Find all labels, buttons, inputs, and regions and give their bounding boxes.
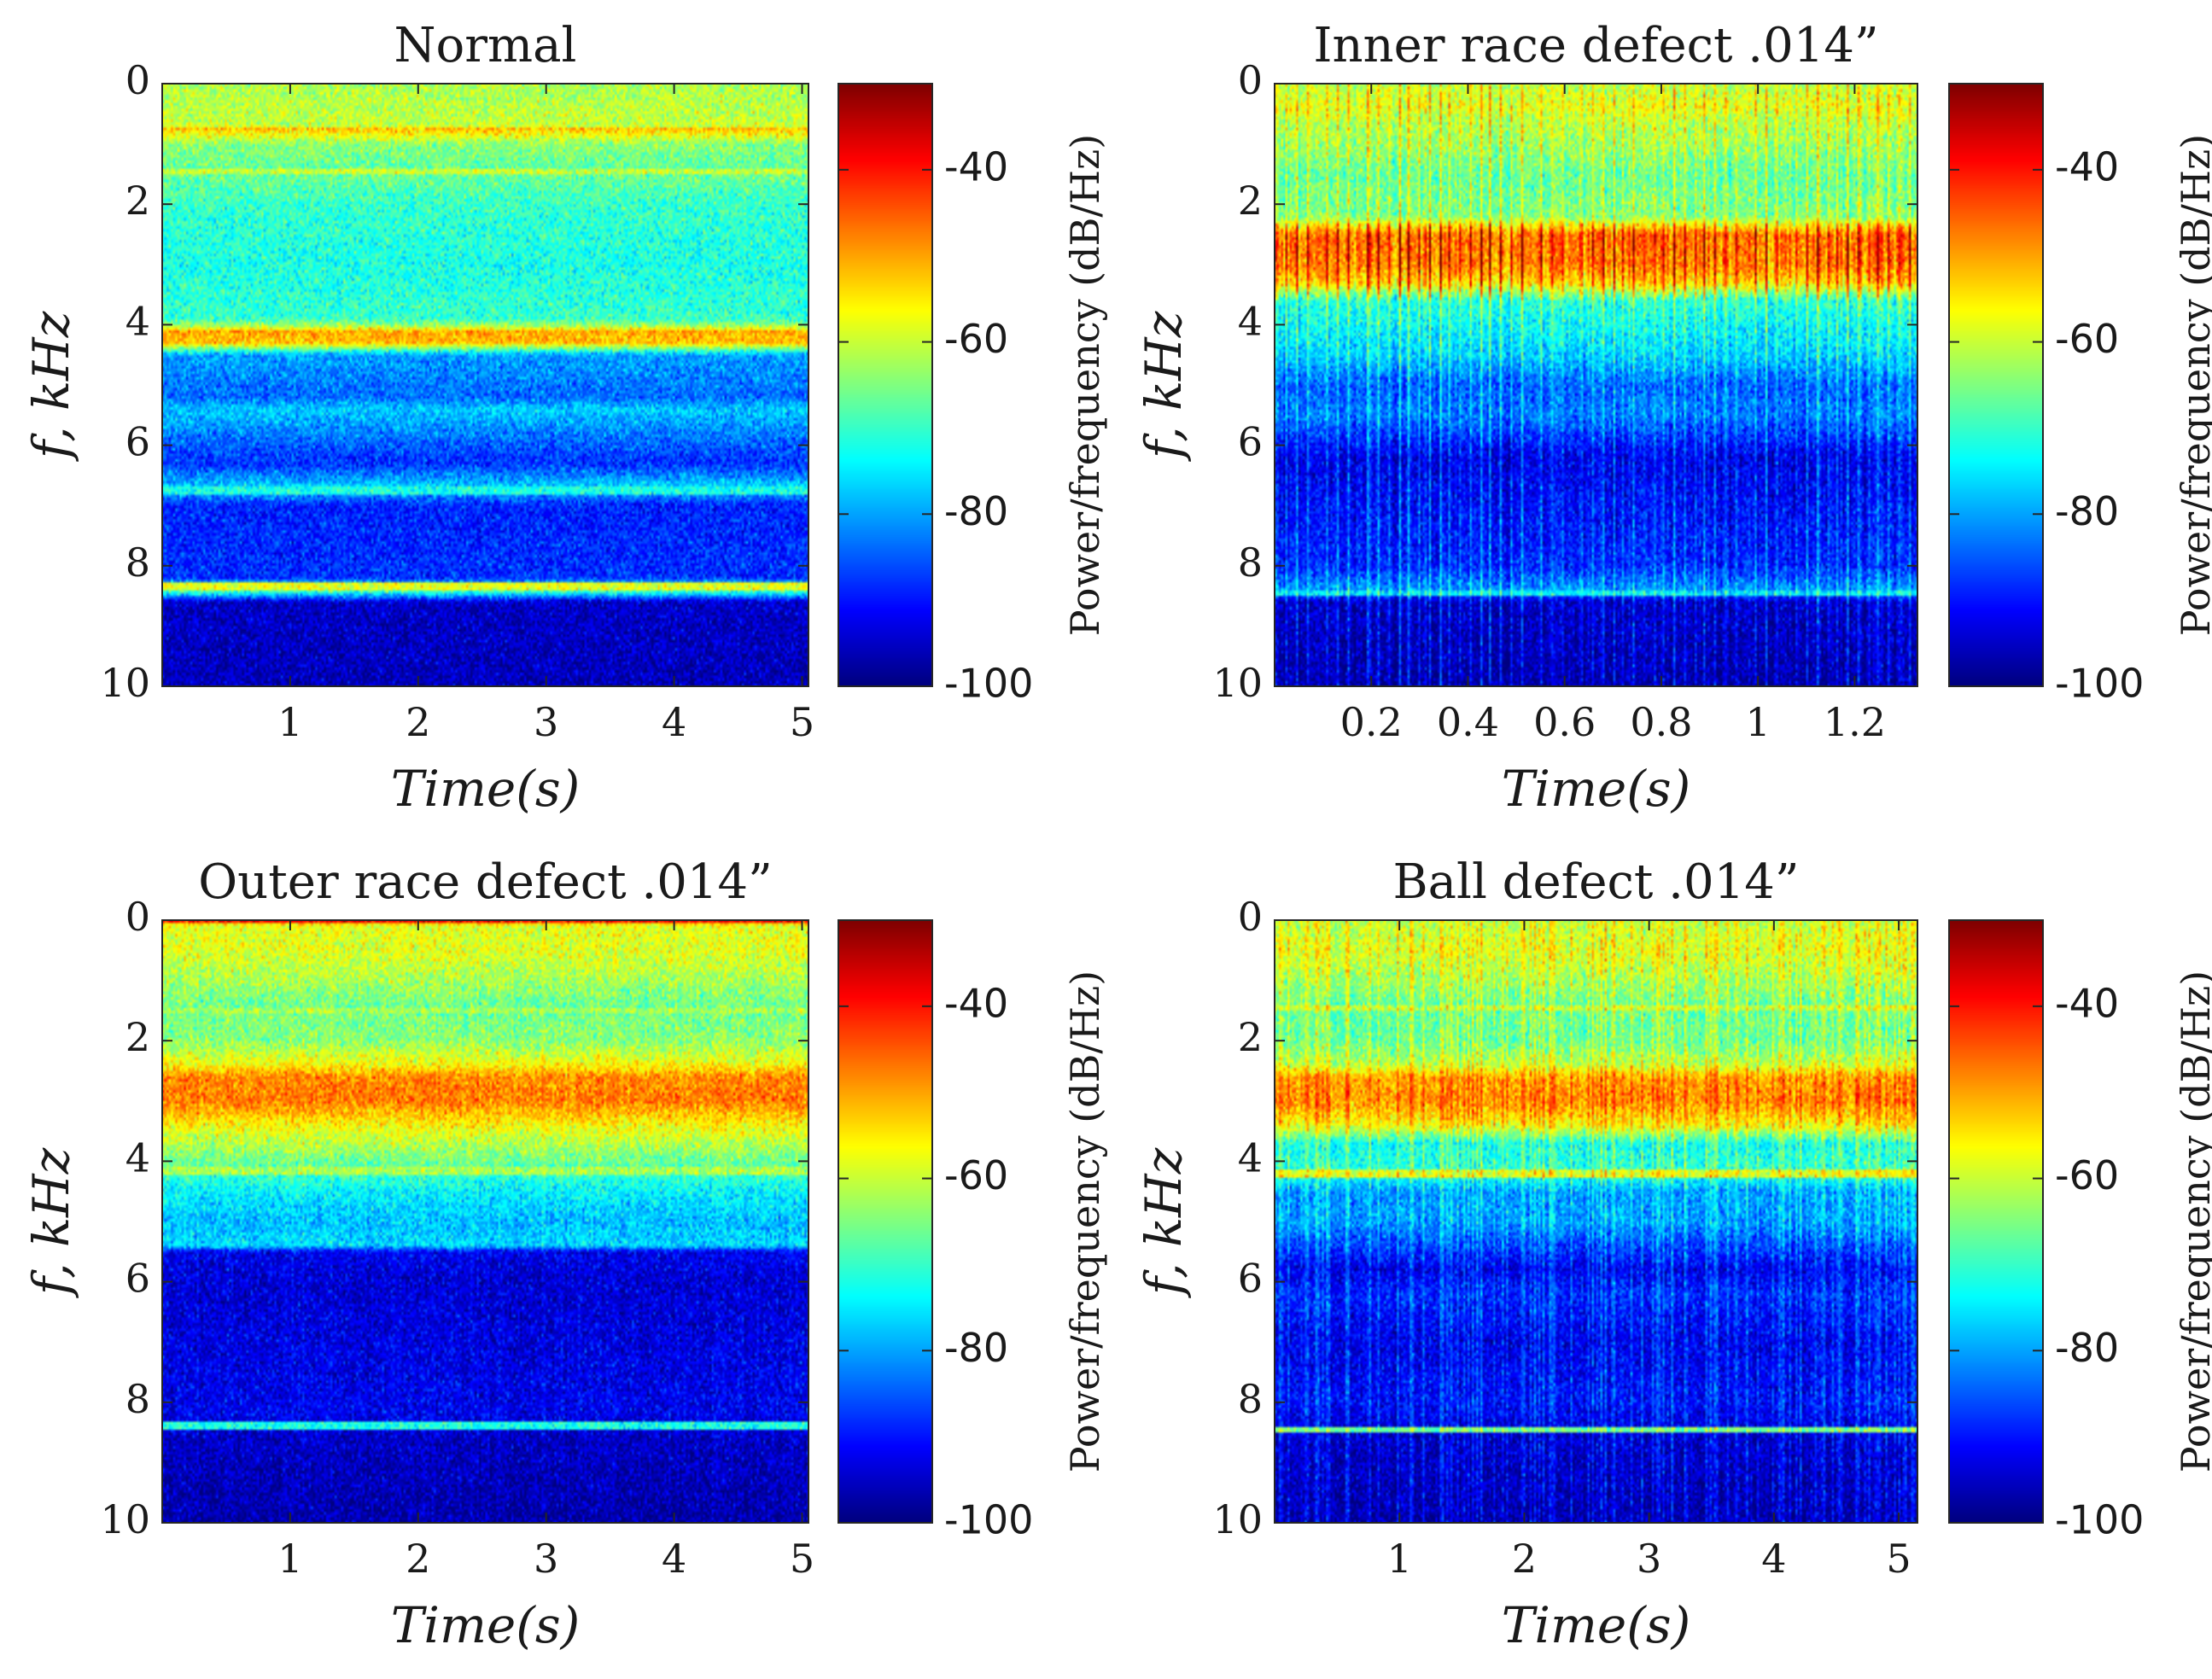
colorbar-tick-label: -80 [944,1325,1008,1371]
subplot-title: Outer race defect .014” [198,854,773,910]
y-tick-label: 0 [1238,57,1263,103]
colorbar-tick-label: -80 [944,488,1008,534]
colorbar [838,84,932,686]
spectrogram-image [162,84,808,686]
y-tick-label: 10 [1212,1496,1263,1542]
colorbar [838,920,932,1523]
x-tick-label: 0.8 [1630,699,1692,745]
y-tick-label: 2 [125,178,150,224]
colorbar-tick-label: -100 [944,1497,1033,1543]
colorbar-tick-label: -60 [944,1152,1008,1198]
colorbar-label: Power/frequency (dB/Hz) [1062,134,1108,636]
colorbar-tick-label: -80 [2055,1325,2119,1371]
x-axis-label: Time(s) [1502,1596,1691,1654]
spectrogram-image [162,920,808,1523]
y-tick-label: 2 [1238,1014,1263,1060]
colorbar-tick-label: -40 [944,980,1008,1026]
plot-frame [161,919,809,1524]
x-tick-label: 0.6 [1533,699,1596,745]
x-axis-label: Time(s) [391,1596,581,1654]
y-tick-label: 8 [1238,539,1263,586]
colorbar-frame [838,919,933,1524]
subplot-title: Inner race defect .014” [1313,18,1878,73]
y-tick-label: 6 [1238,419,1263,465]
x-tick-label: 5 [1886,1536,1911,1582]
subplot-title: Ball defect .014” [1393,854,1800,910]
x-tick-label: 4 [1761,1536,1786,1582]
colorbar-tick-label: -100 [2055,661,2144,707]
colorbar-label: Power/frequency (dB/Hz) [2173,971,2212,1472]
y-axis-label: f, kHz [1135,311,1193,462]
x-tick-label: 3 [534,699,558,745]
y-tick-label: 10 [100,660,150,706]
subplot-title: Normal [394,18,577,73]
y-tick-label: 4 [125,1134,150,1181]
y-axis-label: f, kHz [22,311,80,462]
y-tick-label: 2 [1238,178,1263,224]
x-tick-label: 4 [662,1536,686,1582]
spectrogram-image [1275,84,1917,686]
y-tick-label: 10 [100,1496,150,1542]
x-tick-label: 2 [406,1536,430,1582]
y-tick-label: 2 [125,1014,150,1060]
spectrogram-image [1275,920,1917,1523]
y-tick-label: 10 [1212,660,1263,706]
colorbar-tick-label: -80 [2055,488,2119,534]
colorbar-tick-label: -60 [2055,316,2119,362]
y-tick-label: 6 [125,1256,150,1302]
x-tick-label: 4 [662,699,686,745]
y-tick-label: 8 [125,539,150,586]
x-tick-label: 5 [790,699,814,745]
y-tick-label: 6 [1238,1256,1263,1302]
colorbar-tick-label: -60 [2055,1152,2119,1198]
x-tick-label: 3 [1637,1536,1661,1582]
colorbar-frame [838,83,933,687]
y-tick-label: 6 [125,419,150,465]
x-tick-label: 1 [1746,699,1771,745]
plot-frame [161,83,809,687]
colorbar-tick-label: -100 [944,661,1033,707]
x-tick-label: 2 [1512,1536,1537,1582]
y-tick-label: 8 [125,1376,150,1422]
x-tick-label: 1 [277,699,302,745]
x-tick-label: 0.2 [1340,699,1403,745]
colorbar-tick-label: -60 [944,316,1008,362]
colorbar-frame [1948,919,2044,1524]
colorbar-frame [1948,83,2044,687]
colorbar-tick-label: -40 [944,143,1008,189]
y-tick-label: 0 [125,57,150,103]
colorbar-tick-label: -100 [2055,1497,2144,1543]
colorbar-label: Power/frequency (dB/Hz) [2173,134,2212,636]
subplot-2: Inner race defect .014” 0 2 4 6 8 10 0.2 0.4 0.6 0… [1135,18,2212,818]
x-tick-label: 3 [534,1536,558,1582]
colorbar [1949,920,2043,1523]
y-tick-label: 8 [1238,1376,1263,1422]
colorbar-label: Power/frequency (dB/Hz) [1062,971,1108,1472]
plot-frame [1274,919,1918,1524]
y-axis-label: f, kHz [22,1147,80,1298]
colorbar-tick-label: -40 [2055,980,2119,1026]
x-tick-label: 0.4 [1437,699,1499,745]
y-tick-label: 0 [125,894,150,940]
colorbar-tick-label: -40 [2055,143,2119,189]
x-tick-label: 2 [406,699,430,745]
y-tick-label: 4 [1238,1134,1263,1181]
y-tick-label: 0 [1238,894,1263,940]
y-axis-label: f, kHz [1135,1147,1193,1298]
plot-frame [1274,83,1918,687]
x-tick-label: 5 [790,1536,814,1582]
x-tick-label: 1 [277,1536,302,1582]
y-tick-label: 4 [1238,298,1263,344]
colorbar [1949,84,2043,686]
x-axis-label: Time(s) [1502,760,1691,818]
x-axis-label: Time(s) [391,760,581,818]
y-tick-label: 4 [125,298,150,344]
x-tick-label: 1 [1387,1536,1412,1582]
x-tick-label: 1.2 [1824,699,1886,745]
